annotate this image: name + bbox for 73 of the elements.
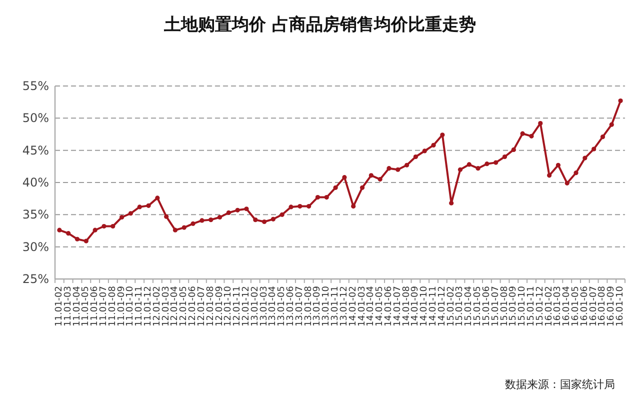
x-tick-label: 15.01-07 [490, 286, 501, 326]
x-tick-label: 16.01-05 [571, 286, 582, 326]
source-note: 数据来源：国家统计局 [505, 378, 615, 391]
x-tick-label: 13.01-09 [312, 286, 323, 326]
x-tick-label: 13.01-11 [330, 286, 341, 326]
x-tick-label: 16.01-07 [588, 286, 599, 326]
x-tick-label: 11.01-04 [72, 286, 82, 326]
x-tick-label: 12.01-09 [214, 286, 225, 326]
x-tick-label: 12.01-10 [224, 286, 234, 326]
x-tick-label: 12.01-11 [232, 286, 243, 326]
x-tick-label: 14.01-06 [384, 286, 394, 326]
x-tick-label: 13.01-06 [286, 286, 296, 326]
x-tick-label: 14.01-04 [366, 286, 376, 326]
x-tick-label: 16.01-09 [606, 286, 617, 326]
x-tick-label: 16.01-08 [598, 286, 608, 326]
x-tick-label: 13.01-03 [259, 286, 270, 326]
x-tick-label: 12.01-07 [196, 286, 207, 326]
x-tick-label: 11.01-08 [108, 286, 118, 326]
x-tick-label: 13.01-04 [268, 286, 278, 326]
x-tick-label: 16.01-10 [616, 286, 626, 326]
x-tick-label: 13.01-02 [250, 286, 260, 326]
x-tick-label: 14.01-12 [437, 286, 448, 326]
x-tick-label: 15.01-04 [464, 286, 474, 326]
x-tick-label: 15.01-08 [500, 286, 510, 326]
x-tick-label: 13.01-08 [304, 286, 314, 326]
x-tick-label: 12.01-12 [241, 286, 252, 326]
x-tick-label: 12.01-05 [179, 286, 190, 326]
x-tick-label: 15.01-05 [473, 286, 484, 326]
x-tick-label: 15.01-10 [518, 286, 528, 326]
y-tick-label: 25% [22, 272, 49, 286]
x-tick-label: 12.01-08 [206, 286, 216, 326]
x-tick-label: 15.01-12 [535, 286, 546, 326]
x-tick-label: 12.01-06 [188, 286, 198, 326]
x-tick-label: 11.01-03 [63, 286, 74, 326]
x-tick-label: 14.01-07 [392, 286, 403, 326]
chart-title: 土地购置均价 占商品房销售均价比重走势 [163, 15, 476, 35]
x-tick-label: 16.01-03 [553, 286, 564, 326]
y-tick-label: 30% [22, 240, 49, 254]
x-tick-label: 14.01-05 [375, 286, 386, 326]
x-tick-label: 14.01-09 [410, 286, 421, 326]
x-tick-label: 12.01-04 [170, 286, 180, 326]
x-tick-label: 15.01-03 [455, 286, 466, 326]
x-tick-label: 13.01-05 [277, 286, 288, 326]
x-tick-label: 11.01-11 [134, 286, 145, 326]
x-tick-label: 12.01-03 [161, 286, 172, 326]
x-tick-label: 15.01-09 [508, 286, 519, 326]
x-tick-label: 11.01-05 [81, 286, 92, 326]
x-tick-label: 14.01-08 [402, 286, 412, 326]
x-tick-label: 11.01-06 [90, 286, 100, 326]
x-tick-label: 15.01-11 [526, 286, 536, 326]
x-tick-label: 11.01-02 [54, 286, 64, 326]
x-tick-label: 16.01-06 [580, 286, 590, 326]
y-tick-label: 40% [22, 176, 49, 190]
y-tick-label: 35% [22, 208, 49, 222]
x-tick-label: 11.01-10 [126, 286, 136, 326]
x-tick-label: 11.01-09 [116, 286, 127, 326]
x-tick-label: 11.01-12 [144, 286, 154, 326]
x-tick-label: 16.01-04 [562, 286, 572, 326]
x-tick-label: 13.01-10 [322, 286, 332, 326]
x-tick-label: 14.01-02 [348, 286, 358, 326]
x-tick-label: 14.01-03 [357, 286, 368, 326]
y-tick-label: 50% [22, 111, 49, 126]
x-tick-label: 12.01-02 [152, 286, 162, 326]
y-tick-label: 55% [22, 79, 49, 93]
x-tick-label: 11.01-07 [98, 286, 109, 326]
x-tick-label: 15.01-06 [482, 286, 492, 326]
x-tick-label: 15.01-02 [446, 286, 456, 326]
x-tick-label: 13.01-12 [339, 286, 350, 326]
x-tick-label: 16.01-02 [544, 286, 554, 326]
x-tick-label: 14.01-11 [428, 286, 439, 326]
x-tick-label: 14.01-10 [420, 286, 430, 326]
x-tick-label: 13.01-07 [294, 286, 305, 326]
y-tick-label: 45% [22, 143, 49, 158]
